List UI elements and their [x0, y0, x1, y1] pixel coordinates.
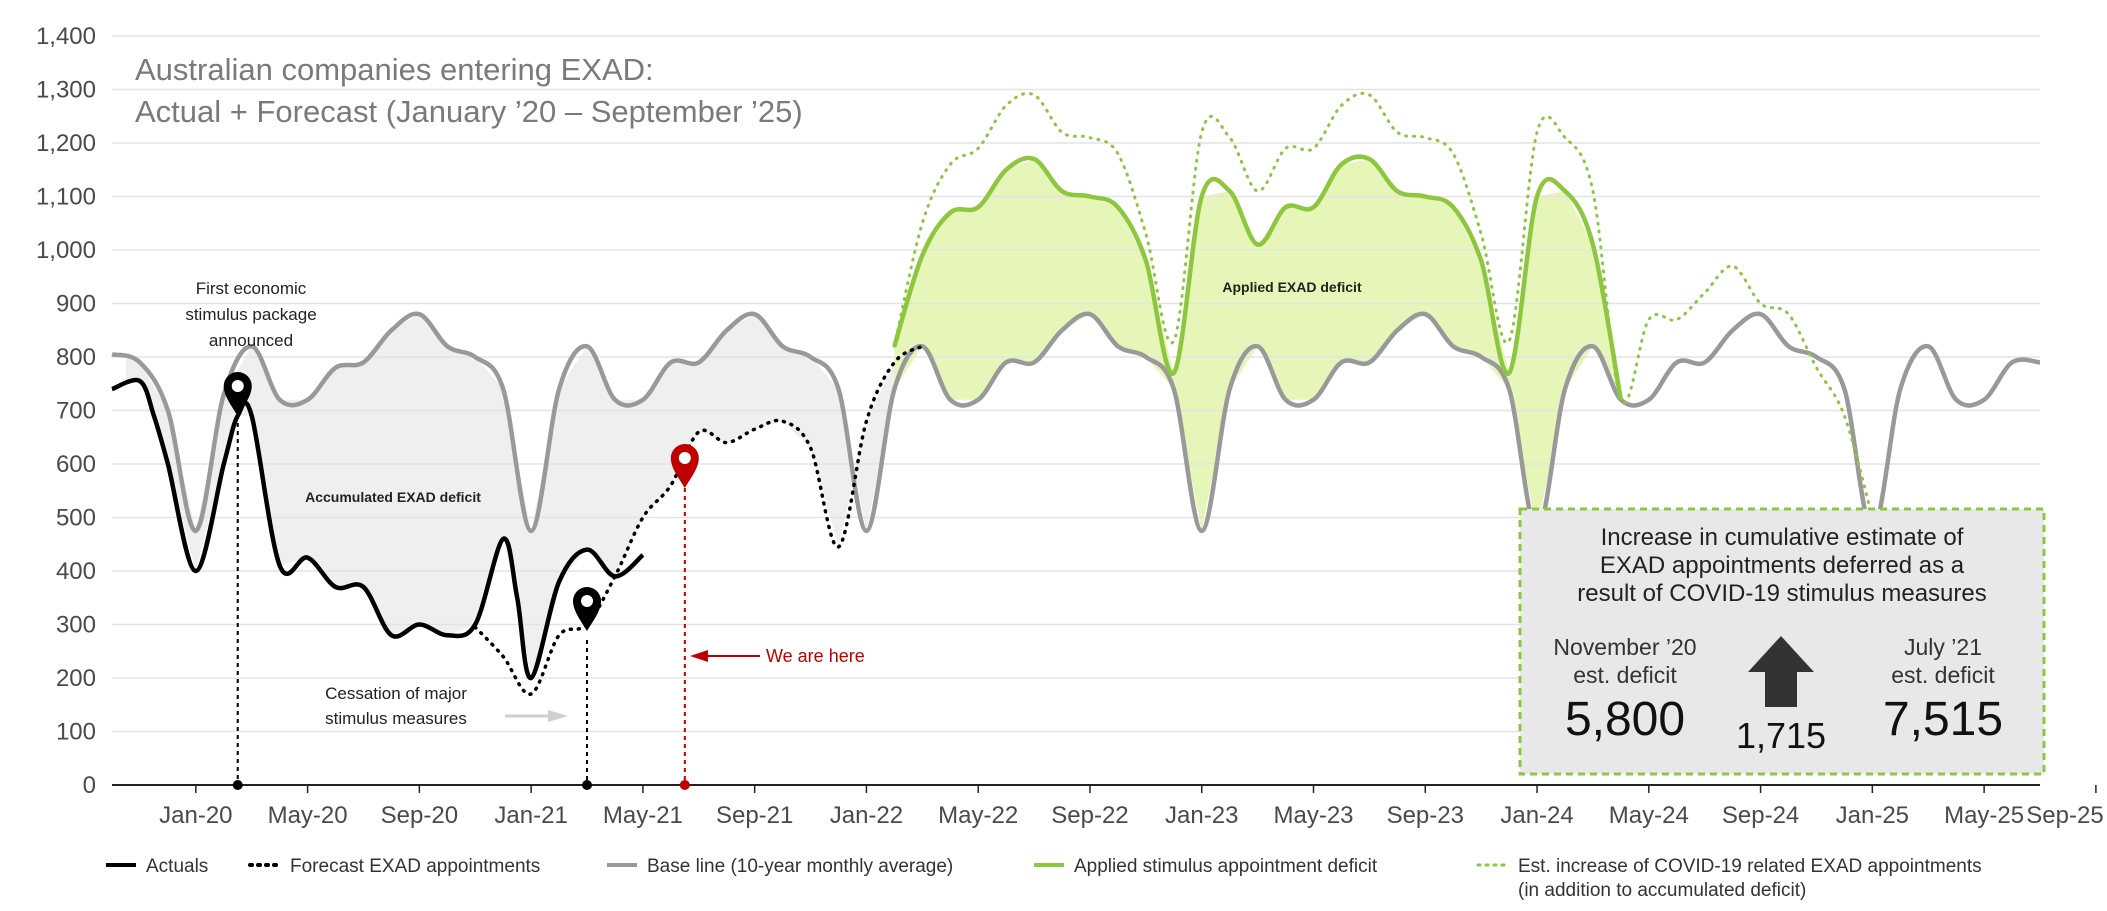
first-package-annotation-2: stimulus package	[185, 305, 316, 324]
x-tick-label: Sep-20	[381, 802, 458, 829]
y-tick-label: 500	[56, 505, 96, 532]
first-package-annotation-3: announced	[209, 331, 293, 350]
legend-label-actuals: Actuals	[146, 856, 208, 877]
chart-title-line-1: Australian companies entering EXAD:	[135, 52, 654, 87]
legend-label-forecast: Forecast EXAD appointments	[290, 856, 540, 877]
legend-label-est-line2: (in addition to accumulated deficit)	[1518, 880, 1806, 901]
callout-heading-2: EXAD appointments deferred as a	[1600, 552, 1965, 579]
cessation-arrow	[548, 710, 568, 722]
legend: Actuals Forecast EXAD appointments Base …	[106, 856, 1982, 901]
x-axis-ticks: Jan-20 May-20 Sep-20 Jan-21 May-21 Sep-21 Jan-…	[159, 785, 2104, 829]
x-tick-label: May-20	[268, 802, 348, 829]
cessation-axis-dot	[582, 780, 593, 790]
accumulated-deficit-label: Accumulated EXAD deficit	[305, 489, 481, 505]
legend-label-est: Est. increase of COVID-19 related EXAD a…	[1518, 856, 1982, 877]
y-tick-label: 1,200	[36, 130, 96, 157]
x-tick-label: May-25	[1944, 802, 2024, 829]
y-tick-label: 0	[83, 772, 96, 799]
callout-middle-value: 1,715	[1736, 715, 1826, 756]
y-tick-label: 400	[56, 558, 96, 585]
y-tick-label: 1,000	[36, 237, 96, 264]
accumulated-deficit-area	[126, 314, 895, 678]
applied-deficit-label: Applied EXAD deficit	[1222, 279, 1362, 295]
callout-left-label-2: est. deficit	[1573, 662, 1677, 688]
x-tick-label: Jan-25	[1836, 802, 1909, 829]
x-tick-label: Jan-23	[1165, 802, 1238, 829]
callout-right-value: 7,515	[1883, 693, 2003, 746]
x-tick-label: May-24	[1609, 802, 1689, 829]
x-tick-label: Jan-20	[159, 802, 232, 829]
series-line-actual	[111, 377, 645, 681]
y-tick-label: 300	[56, 612, 96, 639]
callout-right-label-2: est. deficit	[1891, 662, 1995, 688]
cessation-annotation-2: stimulus measures	[325, 709, 467, 728]
first-package-pin-icon	[223, 372, 252, 416]
y-tick-label: 100	[56, 719, 96, 746]
legend-label-applied: Applied stimulus appointment deficit	[1074, 856, 1378, 877]
legend-label-baseline: Base line (10-year monthly average)	[647, 856, 953, 877]
y-tick-label: 200	[56, 665, 96, 692]
series-line-forecast	[473, 344, 925, 696]
we-are-here-label: We are here	[766, 646, 865, 666]
y-tick-label: 900	[56, 291, 96, 318]
x-tick-label: May-21	[603, 802, 683, 829]
series-lines	[111, 91, 2041, 696]
y-tick-label: 1,400	[36, 23, 96, 50]
we-are-here-arrow-head	[690, 650, 708, 662]
y-tick-label: 800	[56, 344, 96, 371]
callout-left-label-1: November ’20	[1553, 634, 1696, 660]
x-tick-label: May-22	[938, 802, 1018, 829]
increase-arrow-icon	[1748, 636, 1814, 707]
x-tick-label: Sep-22	[1051, 802, 1128, 829]
we-are-here-axis-dot	[679, 780, 690, 790]
gridlines	[112, 35, 2040, 786]
event-markers	[223, 372, 699, 790]
x-tick-label: Sep-24	[1722, 802, 1799, 829]
cessation-annotation-1: Cessation of major	[325, 684, 467, 703]
y-tick-label: 1,300	[36, 77, 96, 104]
first-package-annotation-1: First economic	[196, 279, 307, 298]
we-are-here-pin-icon	[670, 444, 699, 488]
first-package-axis-dot	[232, 780, 243, 790]
callout-right-label-1: July ’21	[1904, 634, 1982, 660]
y-tick-label: 1,100	[36, 184, 96, 211]
we-are-here-pin-dot	[678, 452, 691, 464]
series-line-baseline	[111, 311, 2041, 534]
x-tick-label: Jan-22	[830, 802, 903, 829]
series-line-applied	[892, 154, 1624, 401]
cessation-pin-dot	[581, 595, 594, 607]
deficit-fill-areas	[126, 159, 1621, 678]
x-tick-label: Sep-21	[716, 802, 793, 829]
cessation-pin-icon	[573, 587, 602, 631]
y-axis-ticks: 0 100 200 300 400 500 600 700 800 900 1,000 1,100 1,…	[36, 23, 96, 799]
x-tick-label: Sep-23	[1387, 802, 1464, 829]
y-tick-label: 700	[56, 398, 96, 425]
callout-heading-1: Increase in cumulative estimate of	[1601, 524, 1964, 551]
x-tick-label: Jan-21	[494, 802, 567, 829]
first-package-pin-dot	[231, 380, 244, 392]
x-tick-label: May-23	[1273, 802, 1353, 829]
callout-heading-3: result of COVID-19 stimulus measures	[1577, 580, 1986, 607]
y-tick-label: 600	[56, 451, 96, 478]
x-tick-label: Jan-24	[1500, 802, 1573, 829]
chart-title-line-2: Actual + Forecast (January ’20 – Septemb…	[135, 94, 803, 129]
x-tick-label: Sep-25	[2026, 802, 2103, 829]
callout-left-value: 5,800	[1565, 693, 1685, 746]
